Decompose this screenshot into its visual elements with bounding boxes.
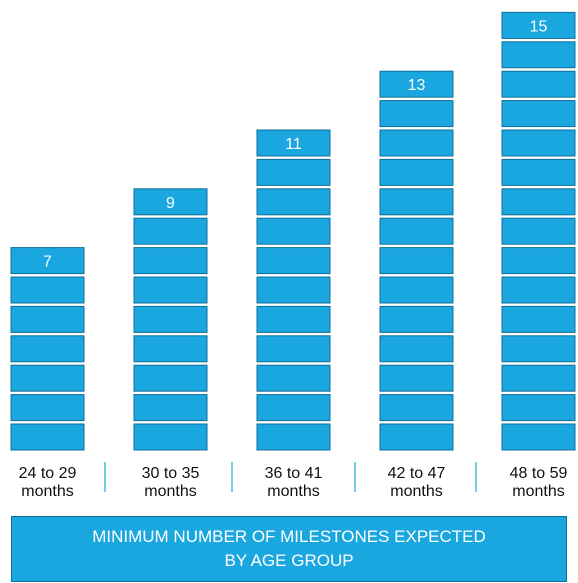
bar-block: [501, 70, 576, 98]
bar-block: [256, 276, 331, 304]
category-label: 24 to 29: [19, 465, 77, 482]
bar-block: [256, 394, 331, 422]
bar-block: [133, 305, 208, 333]
bar-column: 15: [501, 11, 576, 451]
bar-block: [379, 394, 454, 422]
bar-block: [379, 423, 454, 451]
bar-block: [133, 423, 208, 451]
bar-column: 9: [133, 188, 208, 451]
bar-block: [256, 305, 331, 333]
category-label: months: [512, 483, 564, 500]
bar-column: 13: [379, 70, 454, 451]
bar-block: [256, 335, 331, 363]
bar-block: [133, 394, 208, 422]
category-label: 42 to 47: [388, 465, 446, 482]
category-label: months: [21, 483, 73, 500]
bar-block: [256, 217, 331, 245]
category-label: 48 to 59: [510, 465, 568, 482]
bar-block: [501, 158, 576, 186]
bar-block: [10, 423, 85, 451]
bar-block: [256, 129, 331, 157]
bar-block: [133, 335, 208, 363]
bar-block: [501, 276, 576, 304]
bar-block: [501, 305, 576, 333]
chart-title-line-1: MINIMUM NUMBER OF MILESTONES EXPECTED: [92, 527, 486, 546]
bar-block: [256, 247, 331, 275]
bar-block: [501, 41, 576, 69]
bar-block: [133, 276, 208, 304]
bar-block: [501, 188, 576, 216]
data-label: 9: [166, 195, 175, 212]
bar-block: [133, 217, 208, 245]
category-label: months: [267, 483, 319, 500]
chart-title-line-2: BY AGE GROUP: [224, 551, 354, 570]
bar-block: [379, 335, 454, 363]
bar-block: [501, 364, 576, 392]
bar-block: [379, 305, 454, 333]
bar-block: [379, 129, 454, 157]
bar-block: [256, 188, 331, 216]
bar-block: [10, 364, 85, 392]
bar-block: [10, 247, 85, 275]
bar-block: [379, 100, 454, 128]
bar-column: 11: [256, 129, 331, 451]
bar-block: [501, 423, 576, 451]
bar-block: [501, 129, 576, 157]
bar-block: [10, 394, 85, 422]
bar-block: [501, 11, 576, 39]
bar-block: [379, 158, 454, 186]
bar-block: [379, 217, 454, 245]
category-label: 30 to 35: [142, 465, 200, 482]
bar-block: [10, 276, 85, 304]
category-label: 36 to 41: [265, 465, 323, 482]
bar-block: [379, 364, 454, 392]
category-label: months: [390, 483, 442, 500]
chart-title-box: MINIMUM NUMBER OF MILESTONES EXPECTED BY…: [11, 516, 567, 582]
bar-block: [501, 217, 576, 245]
data-label: 11: [285, 136, 302, 153]
data-label: 15: [530, 18, 548, 35]
bar-block: [379, 188, 454, 216]
bar-block: [133, 247, 208, 275]
bar-block: [379, 276, 454, 304]
bar-block: [133, 188, 208, 216]
bar-column: 7: [10, 247, 85, 451]
bar-block: [379, 70, 454, 98]
bar-block: [501, 247, 576, 275]
bar-block: [501, 100, 576, 128]
data-label: 13: [408, 77, 426, 94]
bar-block: [256, 158, 331, 186]
bar-block: [256, 364, 331, 392]
category-label: months: [144, 483, 196, 500]
bar-block: [501, 394, 576, 422]
data-label: 7: [43, 254, 52, 271]
bar-block: [379, 247, 454, 275]
bar-block: [10, 335, 85, 363]
bar-block: [501, 335, 576, 363]
bar-block: [133, 364, 208, 392]
bar-block: [10, 305, 85, 333]
bar-block: [256, 423, 331, 451]
